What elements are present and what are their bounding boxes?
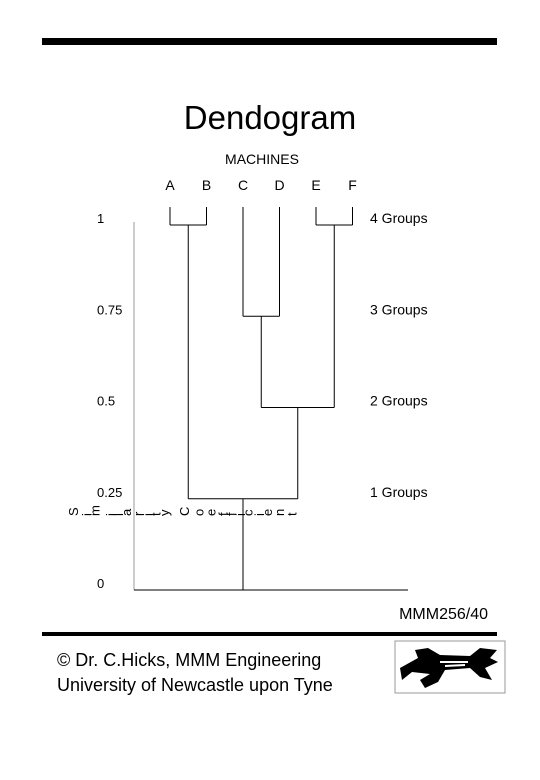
group-label: 1 Groups bbox=[370, 484, 428, 500]
leaves-title: MACHINES bbox=[225, 151, 299, 167]
logo-lion bbox=[400, 648, 498, 688]
slide-title: Dendogram bbox=[184, 99, 356, 136]
footer-line: University of Newcastle upon Tyne bbox=[57, 675, 333, 695]
group-label: 2 Groups bbox=[370, 393, 428, 409]
leaf-label: A bbox=[165, 177, 175, 193]
logo-detail bbox=[440, 661, 468, 667]
y-tick-label: 0 bbox=[97, 576, 104, 591]
leaf-label: B bbox=[202, 177, 211, 193]
footer-line: © Dr. C.Hicks, MMM Engineering bbox=[57, 650, 321, 670]
y-tick-label: 0.25 bbox=[97, 485, 122, 500]
leaf-label: D bbox=[274, 177, 284, 193]
y-tick-label: 0.75 bbox=[97, 302, 122, 317]
leaf-label: F bbox=[348, 177, 357, 193]
leaf-label: C bbox=[238, 177, 248, 193]
group-label: 3 Groups bbox=[370, 301, 428, 317]
group-label: 4 Groups bbox=[370, 210, 428, 226]
y-tick-label: 0.5 bbox=[97, 394, 115, 409]
leaf-label: E bbox=[311, 177, 320, 193]
slide-id: MMM256/40 bbox=[399, 606, 488, 623]
axis-label: Similarity Coefficient bbox=[66, 505, 299, 516]
top-bar bbox=[42, 38, 497, 45]
y-tick-label: 1 bbox=[97, 211, 104, 226]
university-logo bbox=[394, 640, 506, 694]
bottom-bar bbox=[42, 632, 497, 636]
